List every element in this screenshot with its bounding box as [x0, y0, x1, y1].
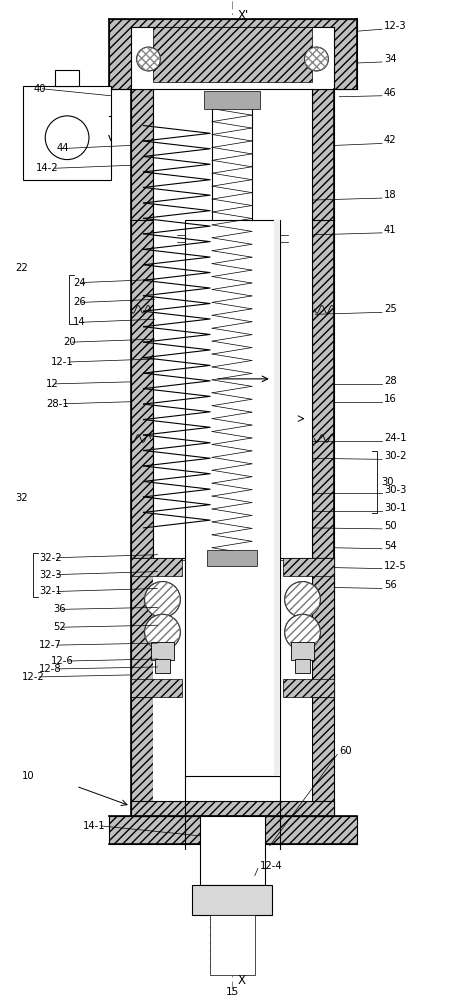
- Bar: [186, 220, 279, 776]
- Bar: [23, 86, 111, 180]
- Bar: [312, 697, 334, 816]
- Text: 14-1: 14-1: [83, 821, 106, 831]
- Bar: [207, 550, 257, 566]
- Bar: [153, 27, 312, 82]
- Bar: [312, 89, 334, 697]
- Bar: [153, 89, 312, 697]
- Circle shape: [145, 614, 180, 650]
- Bar: [295, 659, 311, 673]
- Bar: [131, 697, 153, 816]
- Text: 10: 10: [21, 771, 34, 781]
- Bar: [131, 27, 334, 89]
- Bar: [153, 558, 312, 697]
- Circle shape: [305, 47, 328, 71]
- Bar: [131, 558, 153, 697]
- Text: 40: 40: [33, 84, 46, 94]
- Circle shape: [285, 582, 320, 617]
- Text: 12-4: 12-4: [260, 861, 282, 871]
- Bar: [55, 70, 79, 86]
- Text: 32: 32: [15, 493, 28, 503]
- Text: 12-6: 12-6: [51, 656, 74, 666]
- Text: 30-1: 30-1: [384, 503, 406, 513]
- Text: 24-1: 24-1: [384, 433, 406, 443]
- Text: 25: 25: [384, 304, 397, 314]
- Text: 16: 16: [384, 394, 397, 404]
- Bar: [131, 679, 182, 697]
- Text: 32-2: 32-2: [39, 553, 62, 563]
- Text: 26: 26: [73, 297, 86, 307]
- Text: 14-2: 14-2: [36, 163, 59, 173]
- Text: 12: 12: [46, 379, 59, 389]
- Bar: [153, 697, 312, 816]
- Circle shape: [45, 116, 89, 160]
- Text: X': X': [238, 9, 249, 22]
- Text: 30-2: 30-2: [384, 451, 406, 461]
- Bar: [131, 89, 153, 697]
- Text: 30-3: 30-3: [384, 485, 406, 495]
- Bar: [204, 91, 260, 109]
- Text: 50: 50: [384, 521, 397, 531]
- Text: 41: 41: [384, 225, 397, 235]
- Text: 15: 15: [226, 987, 239, 997]
- Text: 14: 14: [73, 317, 86, 327]
- Bar: [291, 642, 314, 660]
- Text: 12-8: 12-8: [39, 664, 62, 674]
- Bar: [109, 816, 357, 844]
- Circle shape: [285, 614, 320, 650]
- Bar: [154, 659, 170, 673]
- Text: 22: 22: [15, 263, 28, 273]
- Text: 24: 24: [73, 278, 86, 288]
- Text: 52: 52: [53, 622, 66, 632]
- Text: X: X: [238, 974, 246, 987]
- Text: 44: 44: [56, 143, 69, 153]
- Bar: [131, 558, 182, 576]
- Bar: [210, 915, 255, 975]
- Text: 12-3: 12-3: [384, 21, 406, 31]
- Circle shape: [137, 47, 160, 71]
- Text: 28-1: 28-1: [46, 399, 69, 409]
- Circle shape: [145, 582, 180, 617]
- Bar: [200, 816, 265, 885]
- Text: 12-7: 12-7: [39, 640, 62, 650]
- Text: 34: 34: [384, 54, 397, 64]
- Bar: [274, 220, 279, 776]
- Text: 28: 28: [384, 376, 397, 386]
- Bar: [131, 801, 334, 816]
- Text: 20: 20: [63, 337, 76, 347]
- Text: 32-3: 32-3: [39, 570, 62, 580]
- Bar: [109, 19, 357, 89]
- Text: 32-1: 32-1: [39, 586, 62, 596]
- Bar: [212, 96, 252, 558]
- Text: 42: 42: [384, 135, 397, 145]
- Bar: [192, 885, 272, 915]
- Text: 12-2: 12-2: [21, 672, 44, 682]
- Text: 46: 46: [384, 88, 397, 98]
- Bar: [283, 558, 334, 576]
- Text: 54: 54: [384, 541, 397, 551]
- Text: 56: 56: [384, 580, 397, 590]
- Text: 36: 36: [53, 604, 66, 614]
- Text: 18: 18: [384, 190, 397, 200]
- Bar: [151, 642, 174, 660]
- Text: 12-1: 12-1: [51, 357, 74, 367]
- Text: 30: 30: [381, 477, 393, 487]
- Bar: [283, 679, 334, 697]
- Text: 12-5: 12-5: [384, 561, 407, 571]
- Text: 60: 60: [339, 746, 352, 756]
- Bar: [312, 558, 334, 697]
